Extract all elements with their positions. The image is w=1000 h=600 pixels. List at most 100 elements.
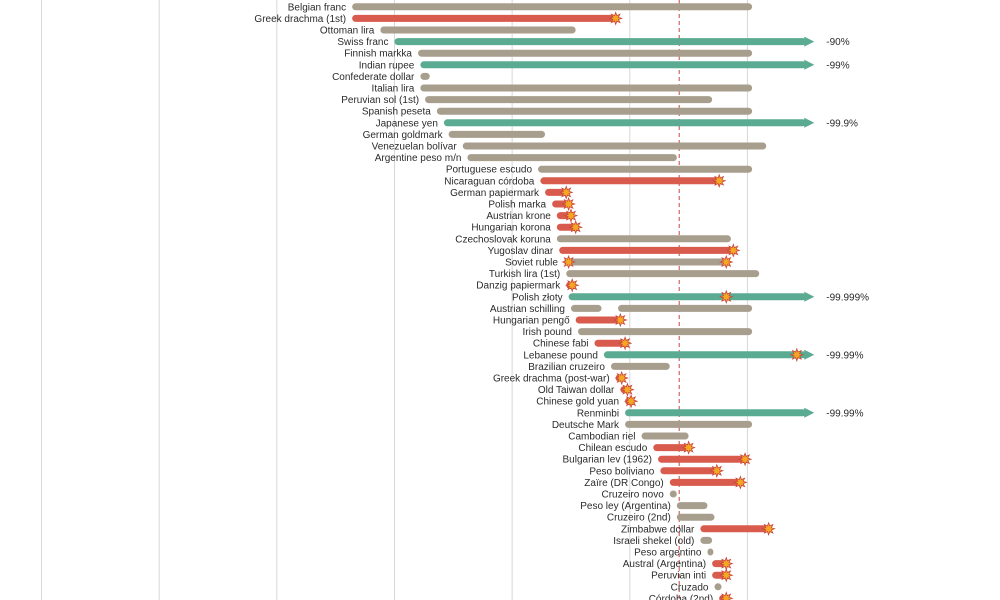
bar-cambodian-riel: [641, 432, 689, 440]
bar-swiss-franc: [394, 38, 807, 46]
collapse-marker-bulgarian-lev-1962: [737, 452, 753, 467]
row-label-irish-pound: Irish pound: [523, 327, 572, 338]
row-label-cruzeiro-novo: Cruzeiro novo: [602, 490, 665, 501]
value-label-japanese-yen: -99.9%: [826, 118, 858, 129]
collapse-marker-austral-argentina: [719, 556, 734, 571]
row-label-chilean-escudo: Chilean escudo: [578, 443, 647, 454]
bar-polish-z-oty: [568, 293, 807, 301]
row-label-chinese-fabi: Chinese fabi: [533, 339, 589, 350]
collapse-marker-austrian-krone: [563, 208, 579, 223]
bar-czechoslovak-koruna: [556, 235, 731, 243]
row-label-renminbi: Renminbi: [577, 408, 619, 419]
bar-chinese-fabi: [594, 339, 626, 347]
collapse-marker-polish-marka: [561, 196, 576, 212]
row-label-yugoslav-dinar: Yugoslav dinar: [488, 246, 554, 257]
row-label-belgian-franc: Belgian franc: [288, 2, 346, 13]
row-label-bulgarian-lev-1962: Bulgarian lev (1962): [563, 455, 653, 466]
row-label-german-papiermark: German papiermark: [450, 188, 540, 199]
row-label-austrian-krone: Austrian krone: [486, 211, 551, 222]
collapse-marker-zimbabwe-dollar: [761, 521, 776, 536]
row-label-austrian-schilling: Austrian schilling: [490, 304, 565, 315]
bar-cruzeiro-novo: [669, 490, 677, 498]
collapse-marker-danzig-papiermark: [564, 278, 580, 293]
bar-cruzado: [714, 583, 722, 591]
bar-yugoslav-dinar: [559, 246, 734, 254]
row-label-swiss-franc: Swiss franc: [337, 37, 388, 48]
row-label-danzig-papiermark: Danzig papiermark: [476, 281, 561, 292]
bar-german-papiermark: [545, 188, 567, 196]
row-label-hungarian-korona: Hungarian korona: [471, 223, 551, 234]
bar-chilean-escudo: [653, 444, 689, 452]
collapse-marker-german-papiermark: [558, 185, 574, 200]
collapse-marker-za-re-dr-congo: [733, 475, 748, 490]
bar-arrow-swiss-franc: [804, 36, 815, 47]
bar-portuguese-escudo: [538, 165, 753, 173]
row-label-german-goldmark: German goldmark: [363, 130, 444, 141]
collapse-marker-lebanese-pound-0: [789, 347, 805, 362]
bar-spanish-peseta: [436, 107, 753, 115]
row-label-cruzeiro-2nd: Cruzeiro (2nd): [607, 513, 671, 524]
row-label-peruvian-sol-1st: Peruvian sol (1st): [341, 95, 419, 106]
row-label-argentine-peso-m-n: Argentine peso m/n: [375, 153, 462, 164]
row-label-nicaraguan-c-rdoba: Nicaraguan córdoba: [444, 176, 534, 187]
collapse-marker-polish-z-oty-0: [719, 289, 734, 304]
row-label-israeli-shekel-old: Israeli shekel (old): [613, 536, 694, 547]
row-label-brazilian-cruzeiro: Brazilian cruzeiro: [528, 362, 605, 373]
bar-austrian-schilling-2nd: [618, 304, 753, 312]
row-label-austral-argentina: Austral (Argentina): [623, 559, 706, 570]
bar-arrow-lebanese-pound: [804, 349, 815, 360]
row-label-polish-z-oty: Polish złoty: [512, 292, 563, 303]
row-label-confederate-dollar: Confederate dollar: [332, 72, 415, 83]
row-label-lebanese-pound: Lebanese pound: [523, 350, 598, 361]
row-label-deutsche-mark: Deutsche Mark: [552, 420, 620, 431]
row-label-cruzado: Cruzado: [671, 582, 709, 593]
bar-italian-lira: [420, 84, 753, 92]
row-label-peruvian-inti: Peruvian inti: [651, 571, 706, 582]
row-label-peso-boliviano: Peso boliviano: [589, 466, 654, 477]
row-label-italian-lira: Italian lira: [372, 84, 415, 95]
bar-hungarian-peng: [575, 316, 621, 324]
bar-ottoman-lira: [380, 26, 576, 34]
bar-belgian-franc: [352, 3, 753, 11]
bar-arrow-renminbi: [804, 407, 815, 418]
bar-arrow-indian-rupee: [804, 59, 815, 70]
value-label-swiss-franc: -90%: [826, 37, 849, 48]
bar-hungarian-korona: [556, 223, 576, 231]
bar-argentine-peso-m-n: [467, 154, 677, 162]
bar-zimbabwe-dollar: [700, 525, 769, 533]
collapse-marker-old-taiwan-dollar: [620, 382, 635, 397]
row-label-soviet-ruble: Soviet ruble: [505, 258, 558, 269]
collapse-marker-chilean-escudo: [681, 440, 696, 455]
bar-venezuelan-bol-var: [462, 142, 767, 150]
bar-austrian-schilling: [570, 304, 602, 312]
row-label-japanese-yen: Japanese yen: [376, 118, 438, 129]
bar-peruvian-sol-1st: [425, 96, 713, 104]
row-label-c-rdoba-2nd: Córdoba (2nd): [649, 594, 713, 600]
collapse-marker-peso-boliviano: [709, 463, 725, 478]
bar-bulgarian-lev-1962: [658, 455, 746, 463]
row-label-zimbabwe-dollar: Zimbabwe dollar: [621, 524, 695, 535]
value-label-lebanese-pound: -99.99%: [826, 350, 863, 361]
value-label-renminbi: -99.99%: [826, 408, 863, 419]
bar-renminbi: [625, 409, 807, 417]
bar-indian-rupee: [420, 61, 807, 69]
bar-greek-drachma-1st: [352, 14, 616, 22]
row-label-czechoslovak-koruna: Czechoslovak koruna: [455, 234, 551, 245]
collapse-marker-chinese-gold-yuan: [623, 394, 639, 409]
bar-lebanese-pound: [603, 351, 807, 359]
bar-soviet-ruble: [563, 258, 727, 266]
row-label-ottoman-lira: Ottoman lira: [320, 26, 375, 37]
bar-turkish-lira-1st: [566, 270, 760, 278]
row-label-portuguese-escudo: Portuguese escudo: [446, 165, 533, 176]
row-label-chinese-gold-yuan: Chinese gold yuan: [536, 397, 619, 408]
bar-irish-pound: [578, 328, 753, 336]
bar-finnish-markka: [418, 49, 753, 57]
bar-peso-boliviano: [660, 467, 717, 475]
collapse-marker-c-rdoba-2nd: [719, 591, 734, 600]
currency-bars: [352, 3, 815, 600]
bar-cruzeiro-2nd: [676, 513, 715, 521]
row-label-za-re-dr-congo: Zaïre (DR Congo): [584, 478, 663, 489]
collapse-marker-soviet-ruble-1: [719, 254, 734, 270]
